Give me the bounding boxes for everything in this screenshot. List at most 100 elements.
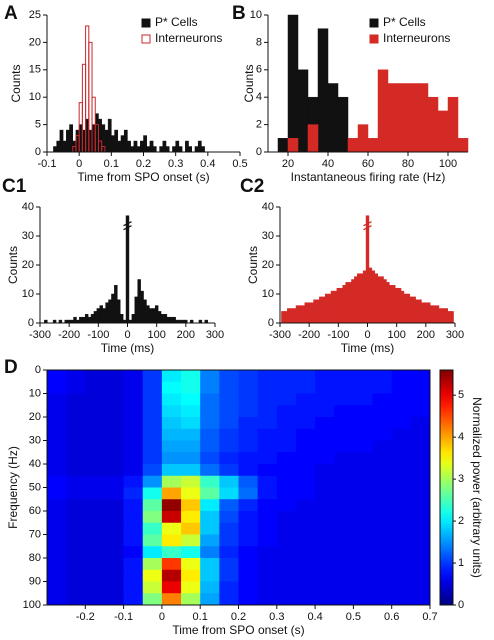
heatmap-cell (257, 593, 278, 606)
heatmap-cell (295, 393, 316, 406)
heatmap-cell (200, 534, 220, 547)
heatmap-cell (334, 487, 354, 500)
bar (409, 296, 413, 324)
heatmap-cell (85, 511, 105, 524)
heatmap-cell (391, 405, 412, 418)
heatmap-cell (372, 593, 393, 606)
heatmap-cell (276, 417, 297, 430)
bar (140, 290, 144, 324)
heatmap-cell (200, 381, 220, 394)
heatmap-cell (219, 581, 239, 594)
heatmap-cell (123, 558, 144, 571)
heatmap-cell (142, 499, 163, 512)
heatmap-cell (161, 558, 182, 571)
heatmap-cell (315, 475, 335, 488)
x-tick-label: 0.2 (136, 158, 151, 170)
y-axis-label: Counts (246, 246, 260, 284)
heatmap-cell (238, 381, 259, 394)
x-axis-label: Time (ms) (341, 341, 395, 355)
heatmap-cell (410, 499, 431, 512)
heatmap-cell (200, 440, 220, 453)
x-tick-label: 0.3 (168, 158, 183, 170)
heatmap-cell (219, 381, 239, 394)
bar (117, 299, 121, 324)
heatmap-cell (181, 475, 201, 488)
heatmap-cell (47, 569, 67, 582)
heatmap-cell (219, 393, 239, 406)
bar (313, 299, 317, 324)
y-tick-label: 60 (29, 505, 41, 517)
heatmap-cell (391, 534, 412, 547)
x-tick-label: 0.7 (422, 611, 437, 623)
heatmap-cell (353, 499, 374, 512)
bar (380, 276, 384, 324)
x-tick-label: 60 (362, 158, 374, 170)
heatmap-cell (181, 452, 201, 465)
heatmap-cell (85, 593, 105, 606)
heatmap-cell (123, 393, 144, 406)
heatmap-cell (334, 370, 354, 383)
heatmap-cell (257, 370, 278, 383)
axis-break (123, 221, 132, 227)
y-axis-label: Frequency (Hz) (6, 446, 20, 529)
heatmap-cell (123, 428, 144, 441)
bar (406, 293, 411, 324)
heatmap-cell (47, 593, 67, 606)
heatmap-cell (391, 558, 412, 571)
colorbar-tick-label: 2 (458, 515, 464, 527)
x-tick-label: 300 (446, 329, 464, 341)
heatmap-cell (181, 534, 201, 547)
colorbar-tick-label: 3 (458, 473, 464, 485)
bar (432, 305, 437, 324)
heatmap-cell (391, 381, 412, 394)
heatmap-cell (372, 558, 393, 571)
heatmap-cell (276, 393, 297, 406)
heatmap-cell (315, 417, 335, 430)
bar (284, 311, 288, 324)
heatmap-cell (257, 499, 278, 512)
heatmap-cell (257, 581, 278, 594)
bar (130, 146, 135, 153)
bar (319, 296, 323, 324)
x-tick-label: 80 (402, 158, 414, 170)
x-tick-label: -0.1 (38, 158, 57, 170)
heatmap-cell (104, 511, 125, 524)
heatmap-cell (85, 499, 105, 512)
legend-label: P* Cells (155, 15, 198, 29)
heatmap-cell (353, 593, 374, 606)
heatmap-cell (104, 393, 125, 406)
colorbar-tick-label: 5 (458, 389, 464, 401)
heatmap-cell (276, 464, 297, 477)
bar (277, 138, 289, 153)
x-tick-label: -300 (29, 329, 51, 341)
bar (56, 140, 61, 153)
heatmap-cell (276, 522, 297, 535)
bar (342, 285, 346, 324)
x-tick-label: 0 (159, 611, 165, 623)
heatmap-cell (315, 499, 335, 512)
heatmap-cell (219, 487, 239, 500)
heatmap-cell (104, 452, 125, 465)
heatmap-cell (123, 581, 144, 594)
heatmap-cell (47, 428, 67, 441)
heatmap-cell (334, 593, 354, 606)
heatmap-cell (295, 440, 316, 453)
heatmap-cell (276, 511, 297, 524)
bar (87, 316, 92, 324)
bar (330, 290, 335, 324)
heatmap-cell (372, 522, 393, 535)
bar (421, 302, 425, 324)
x-tick-label: -200 (58, 329, 80, 341)
heatmap-cell (276, 370, 297, 383)
heatmap-cell (238, 487, 259, 500)
heatmap-cell (410, 393, 431, 406)
heatmap-cell (295, 475, 316, 488)
heatmap-cell (47, 558, 67, 571)
y-tick-label: 40 (22, 201, 34, 213)
heatmap-cell (85, 487, 105, 500)
panel-label: A (4, 3, 18, 24)
heatmap-cell (123, 511, 144, 524)
heatmap-cell (200, 452, 220, 465)
heatmap-cell (161, 499, 182, 512)
